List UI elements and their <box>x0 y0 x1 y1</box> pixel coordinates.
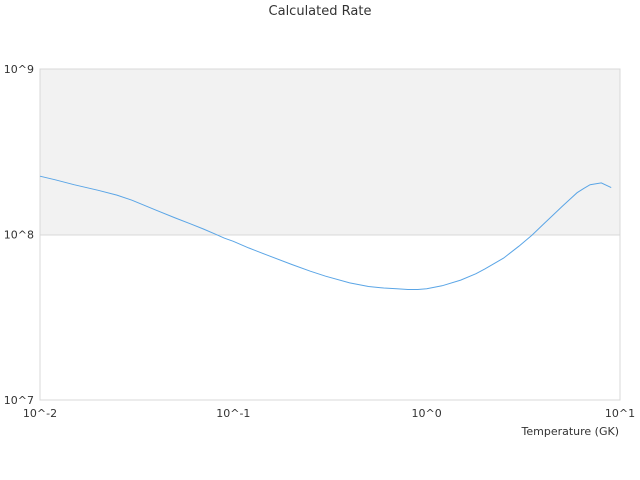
y-tick-label: 10^9 <box>4 63 34 76</box>
x-tick-label: 10^-1 <box>216 407 250 420</box>
y-tick-label: 10^7 <box>4 394 34 407</box>
x-tick-label: 10^0 <box>412 407 442 420</box>
series-line <box>39 175 612 290</box>
y-tick-label: 10^8 <box>4 229 34 242</box>
chart-title: Calculated Rate <box>268 4 372 19</box>
x-tick-label: 10^-2 <box>23 407 57 420</box>
plot-upper-band <box>40 69 620 235</box>
x-tick-label: 10^1 <box>605 407 635 420</box>
x-axis-title: Temperature (GK) <box>521 425 620 438</box>
